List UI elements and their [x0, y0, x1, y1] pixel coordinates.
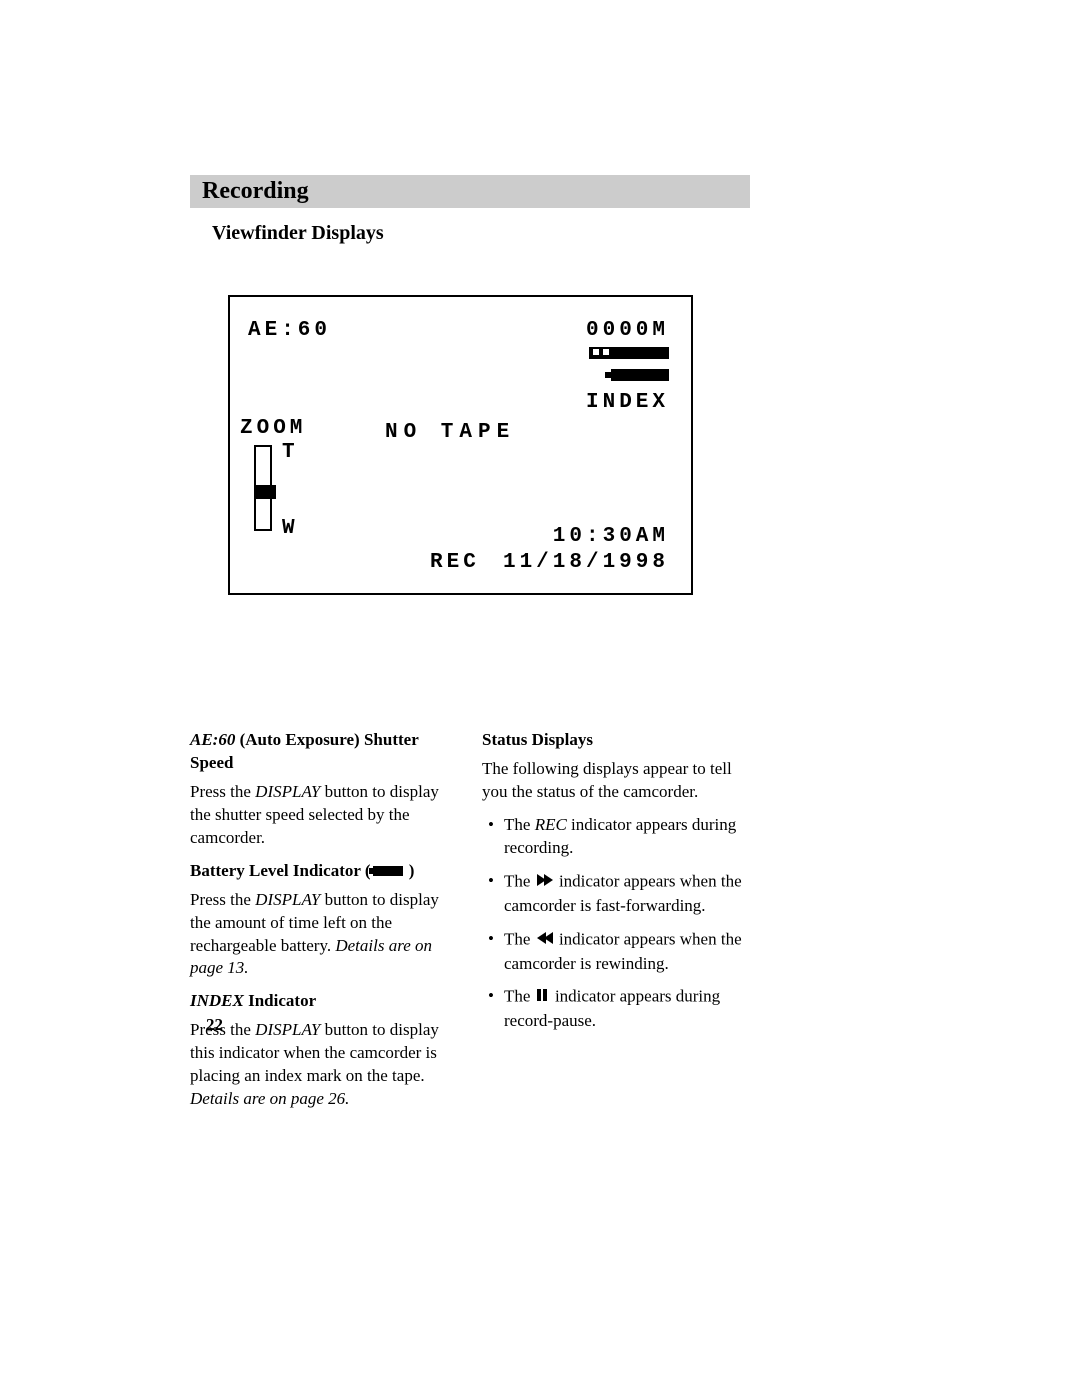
- battery-indicator-icon: [611, 369, 669, 381]
- cassette-icon: [589, 347, 669, 359]
- viewfinder-frame: AE:60 0000M INDEX ZOOM NO TAPE T W REC 1…: [228, 295, 693, 595]
- list-item: The indicator appears when the camcorder…: [482, 928, 750, 976]
- pause-icon: [537, 985, 549, 1008]
- page-number: 22: [206, 1015, 223, 1035]
- zoom-label: ZOOM: [240, 417, 306, 440]
- time-readout: 10:30AM: [553, 525, 669, 548]
- zoom-tele-label: T: [282, 441, 299, 464]
- ae-heading: AE:60 (Auto Exposure) Shutter Speed: [190, 729, 458, 775]
- battery-paragraph: Press the DISPLAY button to display the …: [190, 889, 458, 981]
- tape-counter: 0000M: [586, 319, 669, 342]
- zoom-bar: T W: [254, 445, 272, 531]
- battery-icon: [373, 866, 403, 876]
- section-title: Recording: [202, 178, 309, 204]
- rec-label: REC: [430, 551, 480, 574]
- zoom-track: [254, 445, 272, 531]
- index-paragraph: Press the DISPLAY button to display this…: [190, 1019, 458, 1111]
- index-heading: INDEX Indicator: [190, 990, 458, 1013]
- status-heading: Status Displays: [482, 729, 750, 752]
- index-label: INDEX: [586, 391, 669, 414]
- status-list: The REC indicator appears during recordi…: [482, 814, 750, 1034]
- status-intro: The following displays appear to tell yo…: [482, 758, 750, 804]
- page-subtitle: Viewfinder Displays: [212, 222, 750, 245]
- right-column: Status Displays The following displays a…: [482, 725, 750, 1121]
- ae-paragraph: Press the DISPLAY button to display the …: [190, 781, 458, 850]
- ae-readout: AE:60: [248, 319, 331, 342]
- viewfinder-diagram: AE:60 0000M INDEX ZOOM NO TAPE T W REC 1…: [228, 295, 750, 595]
- battery-heading: Battery Level Indicator ( ): [190, 860, 458, 883]
- list-item: The indicator appears when the camcorder…: [482, 870, 750, 918]
- list-item: The REC indicator appears during recordi…: [482, 814, 750, 860]
- fast-forward-icon: [537, 870, 553, 893]
- left-column: AE:60 (Auto Exposure) Shutter Speed Pres…: [190, 725, 458, 1121]
- list-item: The indicator appears during record-paus…: [482, 985, 750, 1033]
- ae-heading-ital: AE:60: [190, 730, 235, 749]
- section-banner: Recording: [190, 175, 750, 208]
- rewind-icon: [537, 928, 553, 951]
- zoom-wide-label: W: [282, 517, 299, 540]
- body-columns: AE:60 (Auto Exposure) Shutter Speed Pres…: [190, 725, 750, 1121]
- manual-page: Recording Viewfinder Displays AE:60 0000…: [190, 175, 750, 1121]
- date-readout: 11/18/1998: [503, 551, 669, 574]
- no-tape-label: NO TAPE: [385, 421, 515, 444]
